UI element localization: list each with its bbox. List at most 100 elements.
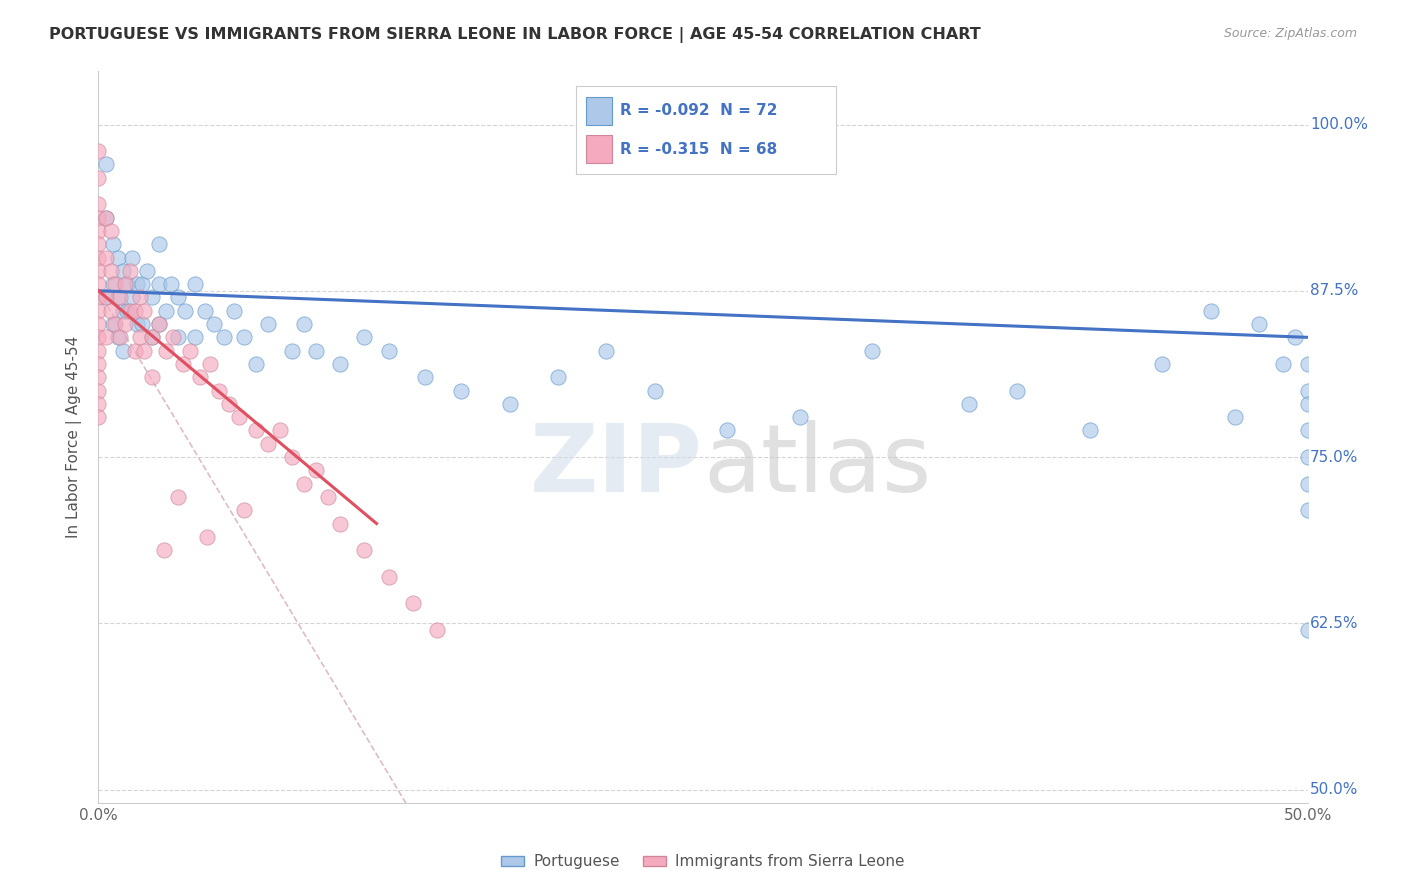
- Point: [135, 264, 157, 278]
- Point: [87, 303, 110, 318]
- Point: [101, 237, 124, 252]
- Point: [1152, 357, 1174, 371]
- Point: [87, 290, 110, 304]
- Point: [114, 277, 136, 292]
- Point: [179, 343, 201, 358]
- Point: [100, 303, 122, 318]
- Point: [87, 384, 110, 398]
- Point: [108, 290, 131, 304]
- Point: [121, 251, 143, 265]
- Point: [167, 290, 190, 304]
- Point: [245, 357, 267, 371]
- Point: [131, 277, 153, 292]
- Point: [118, 303, 141, 318]
- Point: [155, 343, 177, 358]
- Point: [107, 330, 129, 344]
- Point: [134, 343, 156, 358]
- Point: [184, 277, 207, 292]
- Text: ZIP: ZIP: [530, 420, 703, 512]
- Text: atlas: atlas: [703, 420, 931, 512]
- Point: [316, 490, 339, 504]
- Point: [353, 543, 375, 558]
- Point: [87, 237, 110, 252]
- Point: [87, 224, 110, 238]
- Point: [329, 516, 352, 531]
- Point: [1296, 476, 1319, 491]
- Point: [174, 303, 197, 318]
- Point: [87, 170, 110, 185]
- Point: [128, 290, 150, 304]
- Point: [148, 317, 170, 331]
- Point: [148, 237, 170, 252]
- Point: [547, 370, 569, 384]
- Point: [128, 330, 150, 344]
- Point: [167, 330, 190, 344]
- Point: [124, 303, 146, 318]
- Point: [114, 317, 136, 331]
- Point: [208, 384, 231, 398]
- Legend: Portuguese, Immigrants from Sierra Leone: Portuguese, Immigrants from Sierra Leone: [495, 848, 911, 875]
- Text: 87.5%: 87.5%: [1310, 284, 1358, 298]
- Point: [141, 330, 163, 344]
- Point: [152, 543, 174, 558]
- Text: PORTUGUESE VS IMMIGRANTS FROM SIERRA LEONE IN LABOR FORCE | AGE 45-54 CORRELATIO: PORTUGUESE VS IMMIGRANTS FROM SIERRA LEO…: [49, 27, 981, 43]
- Point: [413, 370, 436, 384]
- Point: [94, 290, 117, 304]
- Point: [1296, 357, 1319, 371]
- Point: [111, 303, 134, 318]
- Point: [957, 397, 980, 411]
- Point: [87, 264, 110, 278]
- Point: [101, 317, 124, 331]
- Point: [292, 476, 315, 491]
- Point: [256, 436, 278, 450]
- Point: [184, 330, 207, 344]
- Point: [155, 303, 177, 318]
- Point: [1078, 424, 1101, 438]
- Point: [377, 343, 399, 358]
- Point: [1296, 384, 1319, 398]
- Point: [87, 343, 110, 358]
- Point: [1199, 303, 1222, 318]
- Point: [107, 251, 129, 265]
- Point: [141, 290, 163, 304]
- Point: [111, 343, 134, 358]
- Point: [111, 264, 134, 278]
- Point: [87, 211, 110, 225]
- Point: [292, 317, 315, 331]
- Point: [218, 397, 240, 411]
- Point: [198, 357, 221, 371]
- Point: [108, 330, 131, 344]
- Point: [498, 397, 520, 411]
- Point: [160, 277, 183, 292]
- Point: [377, 570, 399, 584]
- Point: [100, 224, 122, 238]
- Point: [245, 424, 267, 438]
- Point: [281, 450, 304, 464]
- Point: [94, 251, 117, 265]
- Point: [117, 303, 139, 318]
- Point: [353, 330, 375, 344]
- Point: [124, 343, 146, 358]
- Point: [222, 303, 245, 318]
- Point: [127, 277, 149, 292]
- Point: [256, 317, 278, 331]
- Point: [305, 343, 328, 358]
- Point: [228, 410, 250, 425]
- Point: [1296, 503, 1319, 517]
- Point: [94, 290, 117, 304]
- Point: [281, 343, 304, 358]
- Point: [87, 370, 110, 384]
- Point: [1223, 410, 1246, 425]
- Point: [269, 424, 291, 438]
- Point: [1296, 424, 1319, 438]
- Point: [195, 530, 218, 544]
- Text: 100.0%: 100.0%: [1310, 117, 1368, 132]
- Point: [118, 264, 141, 278]
- Point: [1284, 330, 1306, 344]
- Y-axis label: In Labor Force | Age 45-54: In Labor Force | Age 45-54: [66, 336, 83, 538]
- Point: [94, 157, 117, 171]
- Text: 62.5%: 62.5%: [1310, 615, 1358, 631]
- Point: [121, 290, 143, 304]
- Point: [141, 330, 163, 344]
- Point: [148, 277, 170, 292]
